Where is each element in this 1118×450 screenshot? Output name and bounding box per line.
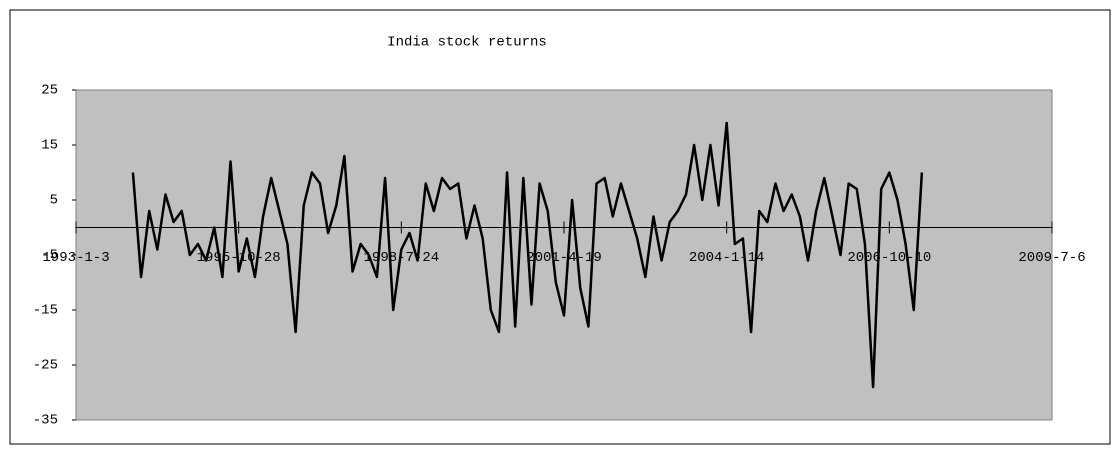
y-tick-label: -15: [33, 303, 58, 319]
y-tick-label: 5: [50, 193, 58, 209]
y-tick-label: 25: [41, 83, 58, 99]
x-tick-label: 2009-7-6: [1018, 250, 1085, 266]
x-tick-label: 1993-1-3: [42, 250, 109, 266]
y-tick-label: -35: [33, 413, 58, 429]
x-tick-label: 2001-4-19: [526, 250, 602, 266]
series-line: [131, 121, 924, 389]
x-tick-label: 2004-1-14: [689, 250, 765, 266]
y-tick-label: -25: [33, 358, 58, 374]
y-tick-label: -5: [41, 248, 58, 264]
y-tick-label: 15: [41, 138, 58, 154]
x-tick-label: 2006-10-10: [847, 250, 931, 266]
chart-title: India stock returns: [387, 35, 547, 51]
